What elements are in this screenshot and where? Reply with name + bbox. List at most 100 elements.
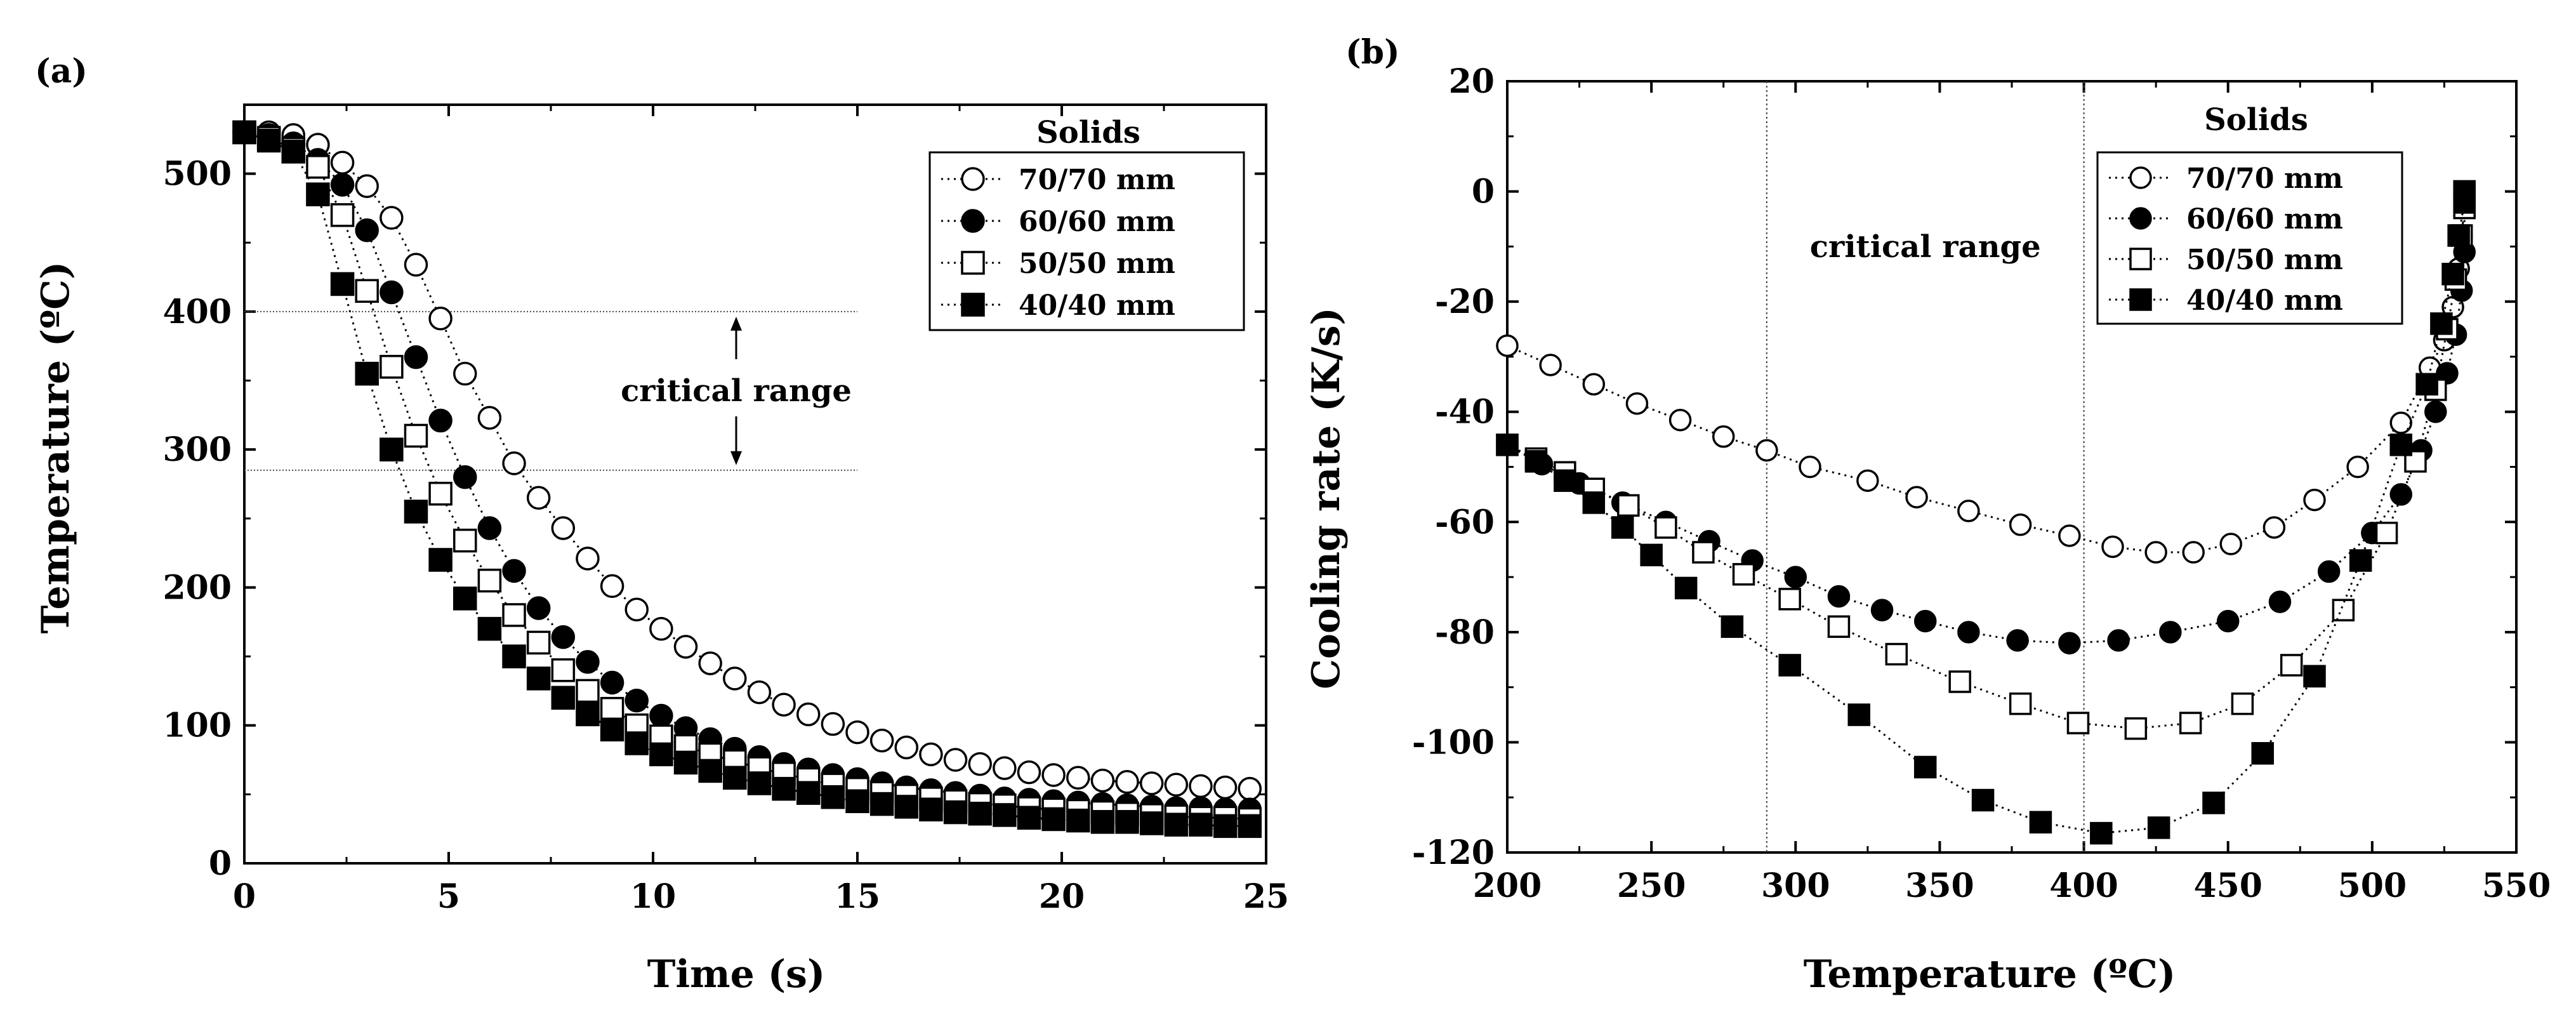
panel-b-data-point (2389, 434, 2413, 456)
panel-a-data-point (576, 679, 600, 703)
panel-b-x-tick-label: 250 (1617, 866, 1686, 905)
panel-a-data-point (772, 776, 796, 801)
panel-b-data-point (1617, 494, 1640, 517)
panel-a-data-point (404, 423, 428, 448)
panel-a-data-point (747, 680, 772, 705)
panel-a-data-point (428, 548, 452, 572)
panel-a-data-point (306, 155, 330, 179)
panel-b-legend-entry: 50/50 mm (2186, 244, 2343, 276)
panel-a-data-point (551, 686, 576, 710)
panel-a-data-point (1238, 814, 1262, 839)
panel-b-data-point (2147, 816, 2170, 839)
panel-b-data-point (2029, 811, 2052, 834)
panel-a-chart: 0 5 10 15 20 25 0 100 200 300 400 500 critical range… (162, 103, 1289, 916)
panel-a-data-point (919, 742, 943, 767)
panel-a-legend-entry: 40/40 mm (1019, 289, 1175, 322)
panel-a-data-point (600, 670, 624, 695)
panel-a-data-point (1041, 763, 1066, 787)
panel-a-series-line-4 (244, 131, 1250, 827)
panel-a-data-point (649, 742, 673, 767)
panel-a-data-point (1041, 807, 1066, 832)
panel-a-data-point (380, 437, 404, 461)
panel-a-data-point (576, 547, 600, 571)
panel-b-data-point (2202, 792, 2225, 814)
panel-a-data-point (968, 752, 992, 776)
panel-a-data-point (649, 616, 673, 641)
panel-a-data-point (256, 128, 281, 153)
panel-a-data-point (502, 451, 526, 475)
panel-a-data-point (355, 279, 379, 303)
panel-b-legend-entry: 70/70 mm (2186, 163, 2343, 195)
panel-b-data-point (2124, 717, 2148, 740)
panel-a-data-point (232, 120, 256, 145)
panel-b-label: (b) (1345, 33, 1400, 72)
panel-b-data-point (1799, 455, 1821, 479)
panel-b-data-point (1625, 392, 1649, 415)
panel-b-data-point (2430, 312, 2453, 335)
panel-b-data-point (2009, 692, 2032, 715)
panel-a-y-tick-label: 100 (162, 707, 232, 745)
panel-a-data-point (821, 712, 845, 736)
panel-a-data-point (772, 693, 796, 717)
panel-a-x-tick-label: 25 (1243, 877, 1289, 916)
panel-a-data-point (551, 658, 576, 682)
panel-b-legend-title: Solids (2204, 102, 2308, 138)
panel-a-critical-arrowhead-down (730, 451, 742, 465)
panel-a-data-point (330, 272, 355, 296)
panel-a-data-point (698, 651, 722, 675)
panel-a-data-point (993, 803, 1017, 827)
panel-b-data-point (2303, 488, 2326, 512)
panel-b-data-point (2101, 535, 2124, 559)
panel-a-data-point (943, 800, 968, 825)
panel-b-critical-range-label: critical range (1810, 229, 2041, 265)
panel-b-data-point (2346, 455, 2369, 479)
panel-a-x-tick-label: 10 (630, 877, 676, 916)
panel-b-data-point (1582, 373, 1606, 396)
panel-a-data-point (1213, 775, 1238, 800)
panel-b-data-point (1847, 703, 1870, 726)
panel-a-critical-range-label: critical range (621, 373, 852, 409)
panel-b-data-point (1957, 500, 1980, 522)
panel-a-data-point (281, 140, 306, 164)
panel-b-data-point (2441, 263, 2464, 286)
panel-b-data-point (1640, 543, 1663, 567)
panel-a-data-point (1139, 811, 1164, 835)
panel-a-data-point (502, 559, 526, 583)
panel-a-data-point (453, 587, 477, 611)
panel-a-data-point (355, 174, 379, 198)
panel-a-data-point (404, 345, 428, 369)
panel-a-data-point (600, 696, 624, 721)
panel-a-data-point (551, 625, 576, 649)
panel-a-x-tick-label: 0 (233, 877, 256, 916)
panel-b-y-tick-label: 20 (1449, 62, 1495, 101)
panel-a-data-point (869, 792, 894, 816)
panel-b-data-point (1655, 516, 1677, 539)
panel-a-data-point (869, 728, 894, 753)
panel-a-legend-marker (961, 251, 985, 275)
panel-a-data-point (698, 759, 722, 783)
panel-b-data-point (1692, 541, 1715, 564)
panel-a-data-point (330, 203, 355, 227)
panel-a-data-point (526, 486, 551, 510)
panel-a-data-point (1213, 814, 1238, 839)
panel-a-data-point (1238, 776, 1262, 801)
panel-b-data-point (1957, 621, 1980, 644)
panel-a-data-point (380, 280, 404, 305)
panel-b-data-point (2219, 533, 2243, 555)
panel-a-data-point (993, 756, 1017, 780)
panel-a-data-point (1115, 770, 1139, 794)
panel-a-legend-marker (961, 167, 985, 191)
panel-b-legend-marker (2129, 288, 2152, 311)
panel-b-data-point (1778, 654, 1801, 677)
panel-b-legend-entry: 40/40 mm (2186, 284, 2343, 317)
panel-a-data-point (477, 406, 502, 430)
panel-b-x-tick-label: 400 (2049, 866, 2118, 905)
panel-a-label: (a) (35, 52, 88, 91)
panel-b-data-point (1827, 585, 1851, 608)
panel-b-data-point (1885, 642, 1908, 666)
panel-a-data-point (919, 797, 943, 822)
panel-a-data-point (723, 766, 747, 790)
panel-a-data-point (526, 630, 551, 655)
panel-b-data-point (1856, 469, 1879, 492)
